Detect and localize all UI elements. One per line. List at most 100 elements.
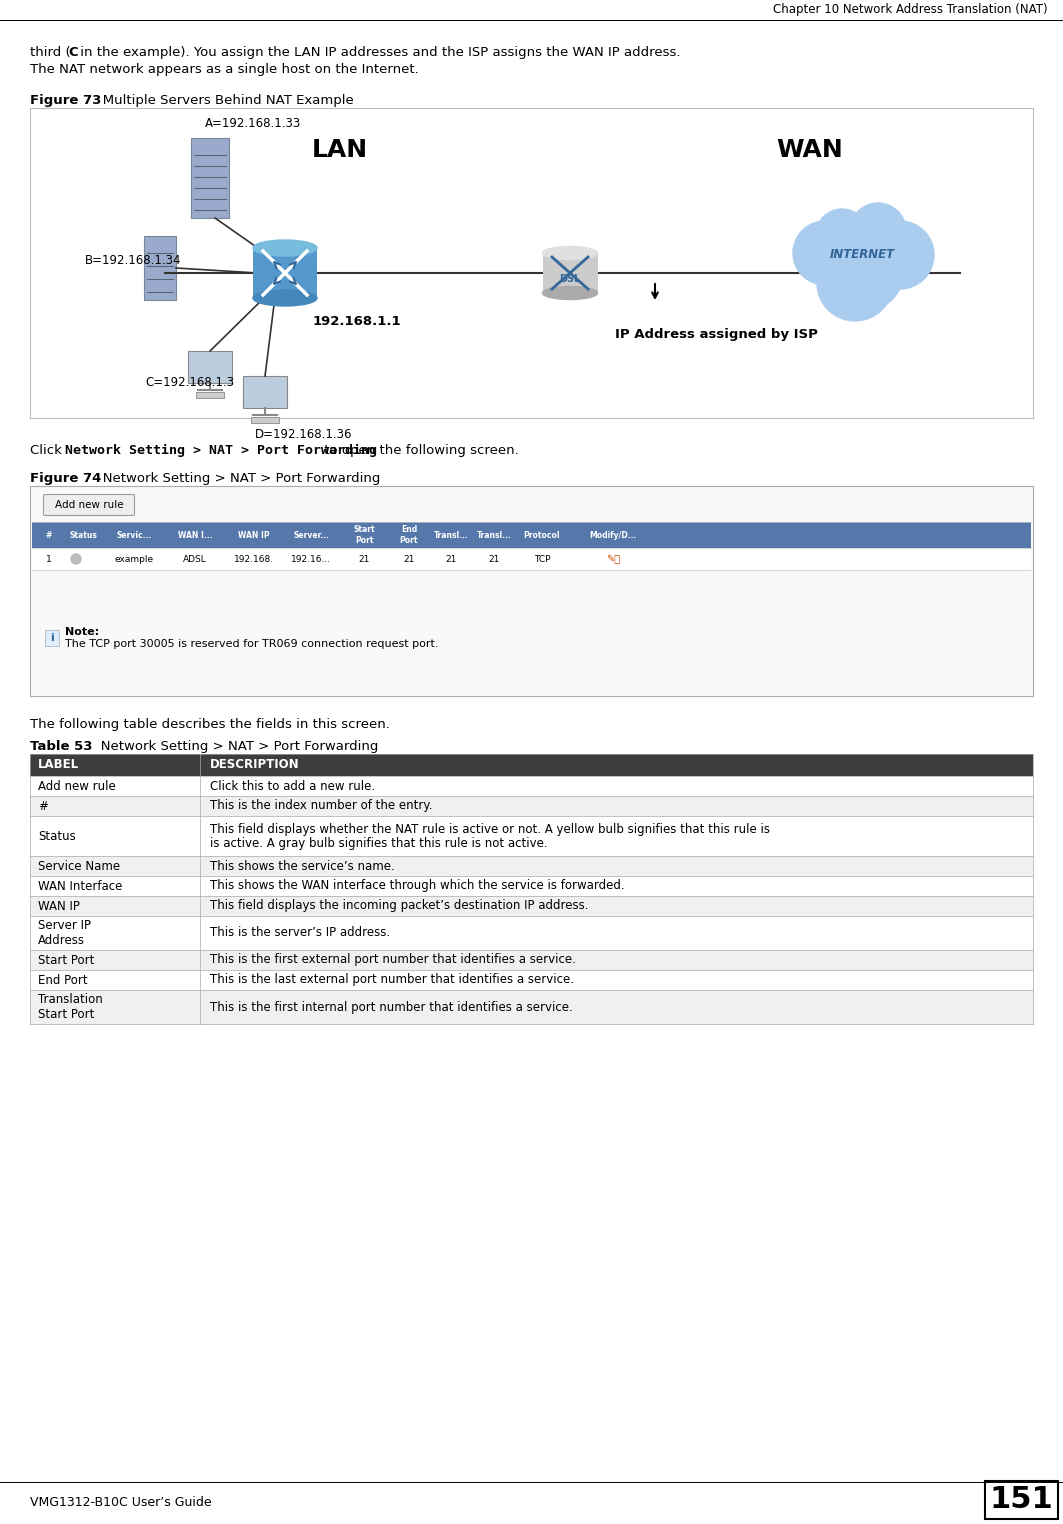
FancyBboxPatch shape [251,418,279,424]
FancyBboxPatch shape [30,776,1033,796]
FancyBboxPatch shape [30,108,1033,418]
Text: ✎🗑: ✎🗑 [606,555,620,564]
Text: This is the first internal port number that identifies a service.: This is the first internal port number t… [210,1000,573,1013]
Text: Server...: Server... [293,530,328,539]
Ellipse shape [542,287,597,300]
Text: Network Setting > NAT > Port Forwarding: Network Setting > NAT > Port Forwarding [90,472,381,485]
Text: B=192.168.1.34: B=192.168.1.34 [85,253,182,267]
FancyBboxPatch shape [144,236,176,300]
Text: Figure 73: Figure 73 [30,94,101,107]
Circle shape [866,221,934,290]
Text: This field displays whether the NAT rule is active or not. A yellow bulb signifi: This field displays whether the NAT rule… [210,823,770,835]
Text: Chapter 10 Network Address Translation (NAT): Chapter 10 Network Address Translation (… [774,3,1048,17]
FancyBboxPatch shape [30,969,1033,991]
Circle shape [71,555,81,564]
Text: Add new rule: Add new rule [54,500,123,511]
Text: 21: 21 [488,555,500,564]
Text: This shows the service’s name.: This shows the service’s name. [210,860,394,873]
FancyBboxPatch shape [32,549,1031,570]
Text: This field displays the incoming packet’s destination IP address.: This field displays the incoming packet’… [210,899,589,913]
Text: Note:: Note: [65,626,99,637]
FancyBboxPatch shape [30,856,1033,876]
FancyBboxPatch shape [30,876,1033,896]
Text: C: C [68,46,78,59]
Text: Figure 74: Figure 74 [30,472,101,485]
Text: is active. A gray bulb signifies that this rule is not active.: is active. A gray bulb signifies that th… [210,837,547,849]
Text: This is the index number of the entry.: This is the index number of the entry. [210,800,433,812]
Text: This is the first external port number that identifies a service.: This is the first external port number t… [210,954,576,966]
FancyBboxPatch shape [45,629,60,646]
FancyBboxPatch shape [30,991,1033,1024]
Text: #: # [46,530,52,539]
Text: WAN IP: WAN IP [38,899,80,913]
Text: This shows the WAN interface through which the service is forwarded.: This shows the WAN interface through whi… [210,879,625,893]
Text: This is the server’s IP address.: This is the server’s IP address. [210,927,390,939]
FancyBboxPatch shape [243,376,287,408]
FancyBboxPatch shape [30,796,1033,815]
Text: The TCP port 30005 is reserved for TR069 connection request port.: The TCP port 30005 is reserved for TR069… [65,639,439,649]
FancyBboxPatch shape [196,392,224,398]
Text: 192.16...: 192.16... [291,555,331,564]
FancyBboxPatch shape [188,351,232,383]
FancyBboxPatch shape [30,754,1033,776]
Text: WAN IP: WAN IP [238,530,270,539]
Text: 151: 151 [990,1486,1052,1515]
Ellipse shape [253,290,317,306]
Text: 1: 1 [46,555,52,564]
Text: 21: 21 [358,555,370,564]
Text: Multiple Servers Behind NAT Example: Multiple Servers Behind NAT Example [90,94,354,107]
Text: Modify/D...: Modify/D... [589,530,637,539]
Text: Add new rule: Add new rule [38,779,116,792]
FancyBboxPatch shape [253,248,317,299]
FancyBboxPatch shape [985,1481,1058,1519]
Ellipse shape [542,247,597,259]
Text: WAN Interface: WAN Interface [38,879,122,893]
Text: DESCRIPTION: DESCRIPTION [210,759,300,771]
Text: in the example). You assign the LAN IP addresses and the ISP assigns the WAN IP : in the example). You assign the LAN IP a… [75,46,680,59]
Text: WAN I...: WAN I... [178,530,213,539]
FancyBboxPatch shape [543,253,598,293]
Text: i: i [50,632,54,643]
Text: Servic...: Servic... [116,530,152,539]
Text: End Port: End Port [38,974,87,986]
Text: LAN: LAN [311,139,368,162]
Text: INTERNET: INTERNET [829,248,895,262]
Text: WAN: WAN [777,139,843,162]
Text: The following table describes the fields in this screen.: The following table describes the fields… [30,718,390,732]
Circle shape [815,223,905,312]
Circle shape [793,221,857,285]
Text: IP Address assigned by ISP: IP Address assigned by ISP [615,328,817,341]
Text: 192.168.: 192.168. [234,555,274,564]
Text: A=192.168.1.33: A=192.168.1.33 [205,117,301,130]
Ellipse shape [253,239,317,256]
Text: Transl...: Transl... [434,530,469,539]
Text: Translation
Start Port: Translation Start Port [38,994,103,1021]
Text: Click: Click [30,443,66,457]
Text: Status: Status [38,829,75,843]
Text: The NAT network appears as a single host on the Internet.: The NAT network appears as a single host… [30,62,419,76]
FancyBboxPatch shape [191,139,229,218]
FancyBboxPatch shape [30,486,1033,696]
Text: Transl...: Transl... [476,530,511,539]
Circle shape [817,245,893,322]
Text: Service Name: Service Name [38,860,120,873]
Text: D=192.168.1.36: D=192.168.1.36 [255,428,353,442]
Text: TCP: TCP [534,555,551,564]
Text: Start Port: Start Port [38,954,95,966]
Text: Network Setting > NAT > Port Forwarding: Network Setting > NAT > Port Forwarding [88,741,378,753]
Text: ADSL: ADSL [183,555,207,564]
FancyBboxPatch shape [44,494,135,515]
Text: Click this to add a new rule.: Click this to add a new rule. [210,779,375,792]
Text: 21: 21 [445,555,457,564]
Text: Status: Status [69,530,97,539]
FancyBboxPatch shape [32,523,1031,549]
FancyBboxPatch shape [30,815,1033,856]
FancyBboxPatch shape [30,949,1033,969]
Text: VMG1312-B10C User’s Guide: VMG1312-B10C User’s Guide [30,1497,212,1509]
Text: Start
Port: Start Port [353,526,375,544]
Text: #: # [38,800,48,812]
Text: This is the last external port number that identifies a service.: This is the last external port number th… [210,974,574,986]
Text: LABEL: LABEL [38,759,79,771]
Text: example: example [115,555,153,564]
Text: Server IP
Address: Server IP Address [38,919,91,946]
